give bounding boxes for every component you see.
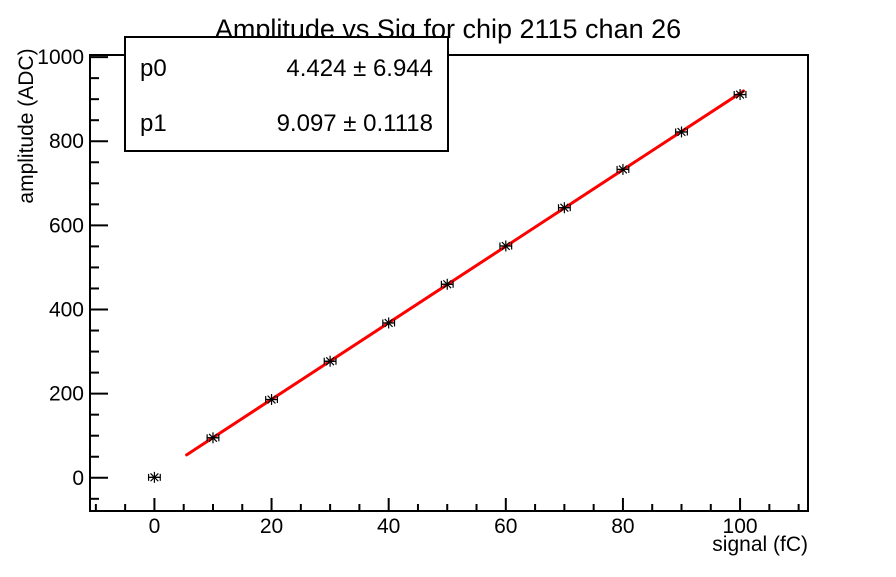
data-marker: [733, 89, 747, 101]
x-tick-label: 100: [723, 515, 758, 538]
marker-arm: [501, 241, 511, 251]
axis-ticks: [90, 56, 800, 511]
y-axis-title: amplitude (ADC): [15, 48, 38, 203]
marker-arm: [735, 90, 745, 99]
stats-p1-value: 9.097 ± 0.1118: [277, 110, 433, 137]
data-marker: [616, 163, 630, 175]
stats-p1-label: p1: [140, 110, 167, 137]
x-tick-label: 40: [377, 515, 400, 538]
marker-arm: [618, 165, 628, 174]
x-tick-label: 20: [260, 515, 283, 538]
x-tick-label: 60: [494, 515, 517, 538]
marker-arm: [560, 203, 569, 213]
data-marker: [557, 202, 571, 214]
marker-arm: [208, 433, 218, 443]
y-tick-label: 200: [49, 383, 84, 406]
marker-arm: [267, 395, 276, 404]
y-tick-label: 0: [72, 467, 84, 490]
data-marker: [147, 471, 161, 483]
stats-box-frame: [124, 36, 449, 152]
data-marker: [206, 432, 220, 444]
data-marker: [323, 355, 337, 367]
stats-p0-value: 4.424 ± 6.944: [286, 55, 433, 82]
marker-arm: [677, 127, 686, 137]
y-tick-label: 800: [49, 130, 84, 153]
fit-line: [185, 89, 746, 457]
marker-arm: [325, 356, 335, 366]
data-points-group: [147, 89, 747, 483]
data-marker: [265, 394, 279, 406]
x-tick-label: 0: [149, 515, 161, 538]
marker-arm: [150, 473, 159, 482]
data-marker: [382, 317, 396, 329]
y-tick-label: 400: [49, 299, 84, 322]
marker-arm: [442, 279, 452, 289]
fit-line-group: [185, 89, 746, 457]
data-marker: [675, 126, 688, 138]
x-axis-title: signal (fC): [712, 533, 808, 556]
marker-arm: [384, 318, 394, 328]
data-marker: [440, 278, 454, 290]
y-tick-label: 600: [49, 214, 84, 237]
stats-box: p0 4.424 ± 6.944 p1 9.097 ± 0.1118: [124, 36, 449, 152]
y-tick-label: 1000: [37, 46, 84, 69]
x-tick-label: 80: [611, 515, 634, 538]
data-marker: [499, 240, 513, 252]
stats-p0-label: p0: [140, 55, 167, 82]
